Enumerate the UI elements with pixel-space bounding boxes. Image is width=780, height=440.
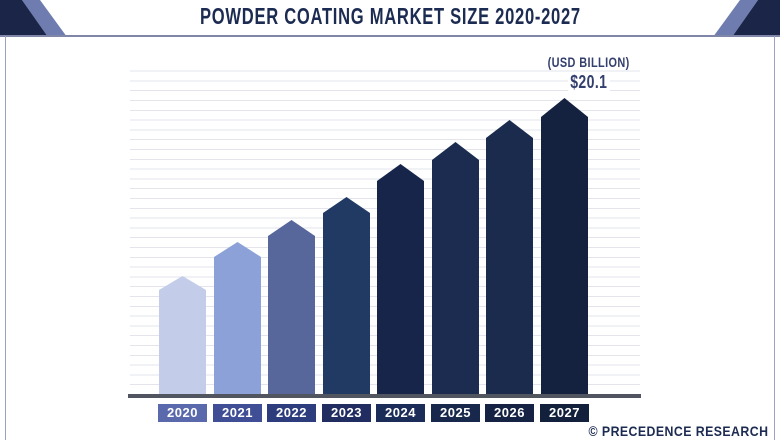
corner-decoration-left — [0, 0, 67, 37]
x-axis-line — [128, 394, 641, 398]
bar-2026 — [486, 120, 533, 394]
bar-2027 — [541, 98, 588, 394]
frame-border-right — [774, 36, 775, 440]
value-label-2027: $20.1 — [568, 72, 610, 94]
value-annotation: (USD BILLION) $20.1 — [509, 54, 669, 94]
bar-2024 — [377, 164, 424, 394]
page-title-text: POWDER COATING MARKET SIZE 2020-2027 — [199, 3, 581, 29]
frame-border-left — [5, 36, 6, 440]
year-label-2024: 2024 — [376, 404, 425, 422]
header-divider — [0, 35, 780, 37]
bar-2023 — [323, 197, 370, 394]
bar-2022 — [268, 220, 315, 394]
bar-2020 — [159, 276, 206, 394]
year-label-2027: 2027 — [540, 404, 589, 422]
corner-ribbon-icon — [713, 0, 758, 37]
year-label-2021: 2021 — [213, 404, 262, 422]
year-label-2026: 2026 — [485, 404, 534, 422]
year-label-2020: 2020 — [158, 404, 207, 422]
bar-2021 — [214, 242, 261, 394]
bar-2025 — [432, 142, 479, 394]
corner-ribbon-icon — [22, 0, 67, 37]
corner-decoration-right — [713, 0, 780, 37]
year-label-2025: 2025 — [431, 404, 480, 422]
corner-triangle-icon — [0, 0, 48, 37]
year-label-2022: 2022 — [267, 404, 316, 422]
page-title: POWDER COATING MARKET SIZE 2020-2027 — [0, 3, 780, 30]
source-attribution: © PRECEDENCE RESEARCH — [588, 423, 768, 439]
unit-label: (USD BILLION) — [545, 54, 633, 71]
year-label-2023: 2023 — [322, 404, 371, 422]
corner-triangle-icon — [732, 0, 780, 37]
